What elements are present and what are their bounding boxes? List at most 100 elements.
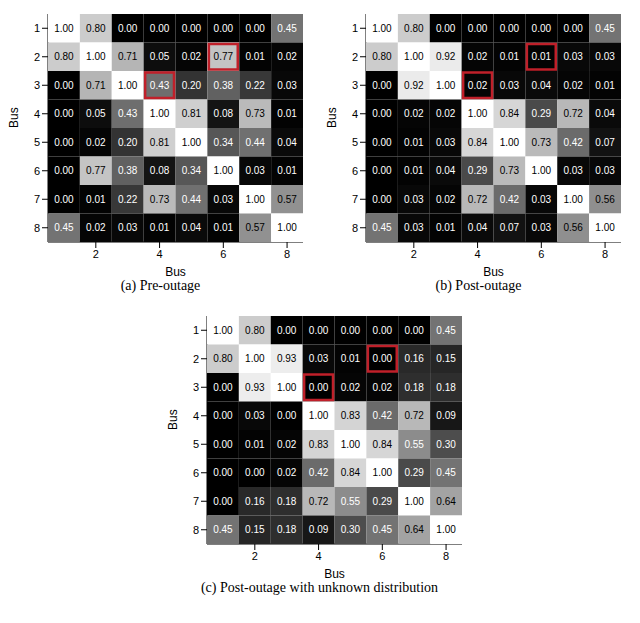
svg-text:0.00: 0.00	[118, 23, 138, 34]
svg-text:0.80: 0.80	[86, 23, 106, 34]
svg-text:1.00: 1.00	[436, 524, 456, 535]
svg-text:0.84: 0.84	[468, 137, 488, 148]
svg-text:8: 8	[443, 550, 449, 562]
svg-text:0.08: 0.08	[150, 165, 170, 176]
svg-text:0.22: 0.22	[118, 194, 138, 205]
svg-text:0.22: 0.22	[245, 80, 265, 91]
svg-text:6: 6	[193, 467, 199, 479]
svg-text:0.02: 0.02	[436, 108, 456, 119]
svg-text:0.45: 0.45	[54, 222, 74, 233]
svg-text:0.29: 0.29	[468, 165, 488, 176]
svg-text:0.34: 0.34	[214, 137, 234, 148]
svg-text:1.00: 1.00	[563, 194, 583, 205]
svg-text:0.00: 0.00	[245, 467, 265, 478]
svg-text:0.42: 0.42	[563, 137, 583, 148]
svg-text:0.72: 0.72	[468, 194, 488, 205]
svg-text:0.71: 0.71	[118, 51, 138, 62]
svg-text:6: 6	[220, 248, 226, 260]
svg-text:2: 2	[193, 353, 199, 365]
svg-text:0.00: 0.00	[309, 325, 329, 336]
svg-text:0.01: 0.01	[532, 51, 552, 62]
svg-text:0.00: 0.00	[277, 410, 297, 421]
svg-text:0.00: 0.00	[54, 80, 74, 91]
svg-text:0.00: 0.00	[373, 325, 393, 336]
svg-text:0.03: 0.03	[563, 51, 583, 62]
svg-text:2: 2	[93, 248, 99, 260]
svg-text:0.84: 0.84	[341, 467, 361, 478]
svg-text:2: 2	[34, 51, 40, 63]
svg-text:0.04: 0.04	[532, 80, 552, 91]
svg-text:0.00: 0.00	[468, 23, 488, 34]
svg-text:1.00: 1.00	[277, 382, 297, 393]
svg-text:0.02: 0.02	[182, 51, 202, 62]
svg-text:0.81: 0.81	[182, 108, 202, 119]
svg-text:0.64: 0.64	[404, 524, 424, 535]
svg-text:0.02: 0.02	[436, 194, 456, 205]
svg-text:1.00: 1.00	[595, 222, 615, 233]
svg-text:0.55: 0.55	[341, 496, 361, 507]
svg-text:0.00: 0.00	[213, 382, 233, 393]
svg-text:4: 4	[475, 248, 481, 260]
svg-text:0.03: 0.03	[436, 137, 456, 148]
svg-text:1.00: 1.00	[500, 137, 520, 148]
svg-text:0.44: 0.44	[245, 137, 265, 148]
svg-text:0.05: 0.05	[86, 108, 106, 119]
svg-text:0.45: 0.45	[436, 467, 456, 478]
svg-text:0.01: 0.01	[277, 108, 297, 119]
svg-text:0.73: 0.73	[500, 165, 520, 176]
svg-text:1.00: 1.00	[54, 23, 74, 34]
svg-text:1.00: 1.00	[341, 439, 361, 450]
svg-text:1: 1	[193, 324, 199, 336]
svg-text:0.30: 0.30	[341, 524, 361, 535]
svg-text:Bus: Bus	[326, 107, 339, 128]
svg-text:0.29: 0.29	[373, 496, 393, 507]
svg-text:0.01: 0.01	[86, 194, 106, 205]
svg-text:0.83: 0.83	[341, 410, 361, 421]
svg-text:0.02: 0.02	[341, 382, 361, 393]
svg-text:2: 2	[252, 550, 258, 562]
svg-text:1.00: 1.00	[245, 194, 265, 205]
svg-text:0.01: 0.01	[500, 51, 520, 62]
svg-text:1.00: 1.00	[213, 325, 233, 336]
svg-text:0.02: 0.02	[404, 108, 424, 119]
svg-text:6: 6	[352, 165, 358, 177]
svg-text:0.00: 0.00	[54, 165, 74, 176]
svg-text:0.03: 0.03	[118, 222, 138, 233]
svg-text:5: 5	[34, 136, 40, 148]
svg-text:0.00: 0.00	[341, 325, 361, 336]
svg-text:0.20: 0.20	[182, 80, 202, 91]
svg-text:0.02: 0.02	[86, 222, 106, 233]
svg-text:0.02: 0.02	[86, 137, 106, 148]
svg-text:0.00: 0.00	[54, 108, 74, 119]
svg-text:1.00: 1.00	[182, 137, 202, 148]
svg-text:0.03: 0.03	[245, 410, 265, 421]
svg-text:0.00: 0.00	[182, 23, 202, 34]
svg-text:0.20: 0.20	[118, 137, 138, 148]
svg-text:0.00: 0.00	[372, 137, 392, 148]
svg-text:0.45: 0.45	[372, 222, 392, 233]
svg-text:2: 2	[411, 248, 417, 260]
svg-text:0.00: 0.00	[436, 23, 456, 34]
svg-text:0.08: 0.08	[214, 108, 234, 119]
svg-text:0.64: 0.64	[436, 496, 456, 507]
svg-text:0.15: 0.15	[436, 353, 456, 364]
svg-text:0.72: 0.72	[563, 108, 583, 119]
svg-text:0.57: 0.57	[277, 194, 297, 205]
svg-text:0.00: 0.00	[245, 23, 265, 34]
svg-text:0.45: 0.45	[373, 524, 393, 535]
svg-text:0.80: 0.80	[54, 51, 74, 62]
svg-text:5: 5	[352, 136, 358, 148]
svg-text:4: 4	[316, 550, 322, 562]
svg-text:0.02: 0.02	[563, 80, 583, 91]
svg-text:0.00: 0.00	[213, 439, 233, 450]
svg-text:0.05: 0.05	[150, 51, 170, 62]
svg-text:0.00: 0.00	[500, 23, 520, 34]
svg-text:0.43: 0.43	[150, 80, 170, 91]
svg-text:0.07: 0.07	[500, 222, 520, 233]
svg-text:Bus: Bus	[167, 409, 180, 430]
svg-text:0.42: 0.42	[309, 467, 329, 478]
svg-text:1.00: 1.00	[309, 410, 329, 421]
svg-text:0.09: 0.09	[436, 410, 456, 421]
svg-text:3: 3	[34, 79, 40, 91]
svg-text:0.72: 0.72	[404, 410, 424, 421]
